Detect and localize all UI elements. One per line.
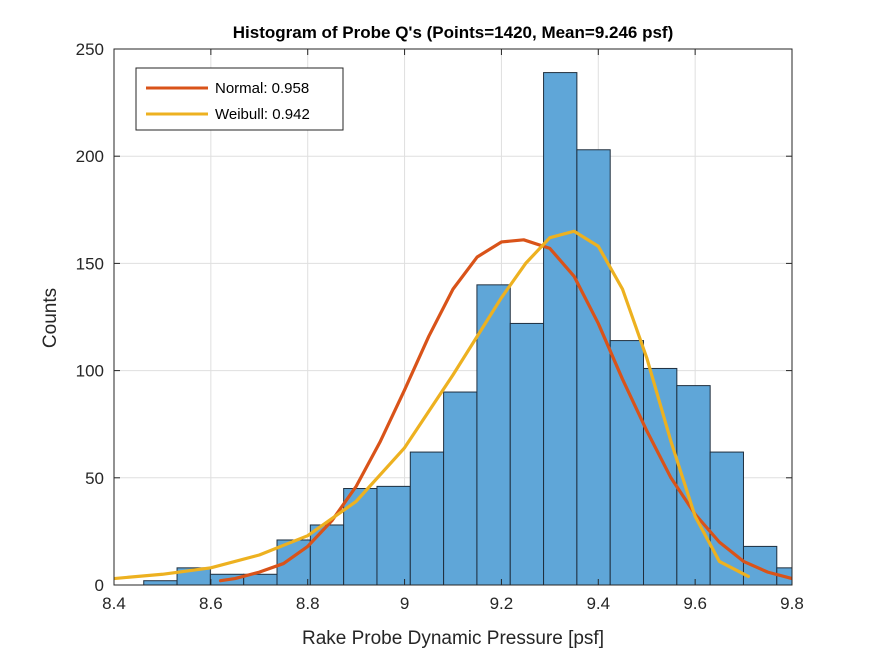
chart-title: Histogram of Probe Q's (Points=1420, Mea… — [233, 23, 674, 42]
y-tick-label: 150 — [76, 254, 104, 273]
legend: Normal: 0.958 Weibull: 0.942 — [135, 67, 344, 131]
plot-frame — [113, 48, 793, 586]
legend-box — [135, 67, 344, 131]
x-tick-label: 8.4 — [102, 594, 126, 613]
x-tick-label: 8.6 — [199, 594, 223, 613]
fit-curves — [114, 229, 792, 583]
x-tick-label: 9.2 — [490, 594, 514, 613]
y-tick-label: 250 — [76, 40, 104, 59]
x-tick-label: 9 — [400, 594, 409, 613]
x-tick-label: 9.6 — [683, 594, 707, 613]
histogram-bar — [476, 284, 511, 585]
y-tick-label: 100 — [76, 362, 104, 381]
histogram-bar — [543, 72, 578, 585]
histogram-bar — [709, 451, 744, 585]
histogram-bar — [443, 391, 478, 585]
histogram-bar — [676, 385, 711, 585]
histogram-bar — [509, 322, 545, 585]
histogram-bar — [309, 524, 345, 585]
histogram-bar — [376, 485, 411, 585]
y-tick-label: 200 — [76, 147, 104, 166]
y-tick-label: 0 — [95, 576, 104, 595]
axis-ticks: 8.4 8.6 8.8 9 9.2 9.4 9.6 9.8 0 50 100 150 200 250 — [76, 40, 804, 613]
legend-label-normal: Normal: 0.958 — [215, 80, 309, 97]
weibull-fit-line — [114, 229, 751, 581]
histogram-bar — [409, 451, 445, 585]
y-tick-label: 50 — [85, 469, 104, 488]
histogram-bar — [742, 545, 778, 585]
histogram-bar — [343, 488, 378, 585]
y-axis-label: Counts — [40, 288, 61, 348]
x-tick-label: 8.8 — [296, 594, 320, 613]
histogram-bars — [143, 72, 792, 585]
histogram-bar — [609, 340, 645, 585]
legend-label-weibull: Weibull: 0.942 — [215, 106, 310, 123]
x-axis-label: Rake Probe Dynamic Pressure [psf] — [302, 628, 604, 649]
histogram-bar — [576, 149, 611, 585]
x-tick-label: 9.8 — [780, 594, 804, 613]
histogram-bar — [143, 580, 178, 585]
x-tick-label: 9.4 — [586, 594, 610, 613]
